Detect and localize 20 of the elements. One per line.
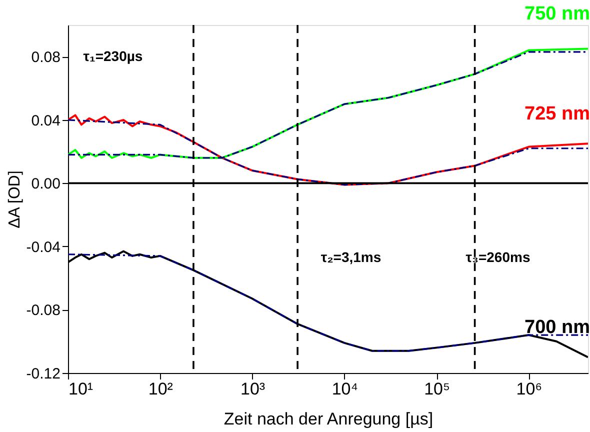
- series-label: 725 nm: [524, 104, 590, 125]
- y-tick-label: -0.12: [26, 366, 60, 382]
- x-tick-label: 10⁶: [516, 380, 542, 398]
- annotation: τ₃=260ms: [466, 249, 530, 265]
- x-axis-title: Zeit nach der Anregung [µs]: [224, 410, 434, 428]
- y-tick-label: -0.04: [26, 238, 60, 256]
- annotation: τ₂=3,1ms: [320, 249, 382, 265]
- annotation: τ₁=230µs: [83, 48, 143, 64]
- y-tick-label: -0.08: [26, 302, 60, 320]
- y-tick-label: 0.04: [31, 112, 60, 130]
- x-tick-label: 10¹: [68, 380, 94, 398]
- series-label: 700 nm: [524, 317, 590, 338]
- x-tick-label: 10⁵: [424, 380, 450, 398]
- x-tick-label: 10⁴: [332, 380, 358, 398]
- y-axis-title: ΔA [OD]: [6, 170, 24, 228]
- y-tick-label: 0.00: [31, 176, 60, 193]
- x-tick-label: 10³: [240, 380, 266, 398]
- y-tick-label: 0.08: [31, 49, 60, 66]
- x-tick-label: 10²: [148, 380, 174, 398]
- series-label: 750 nm: [524, 4, 590, 25]
